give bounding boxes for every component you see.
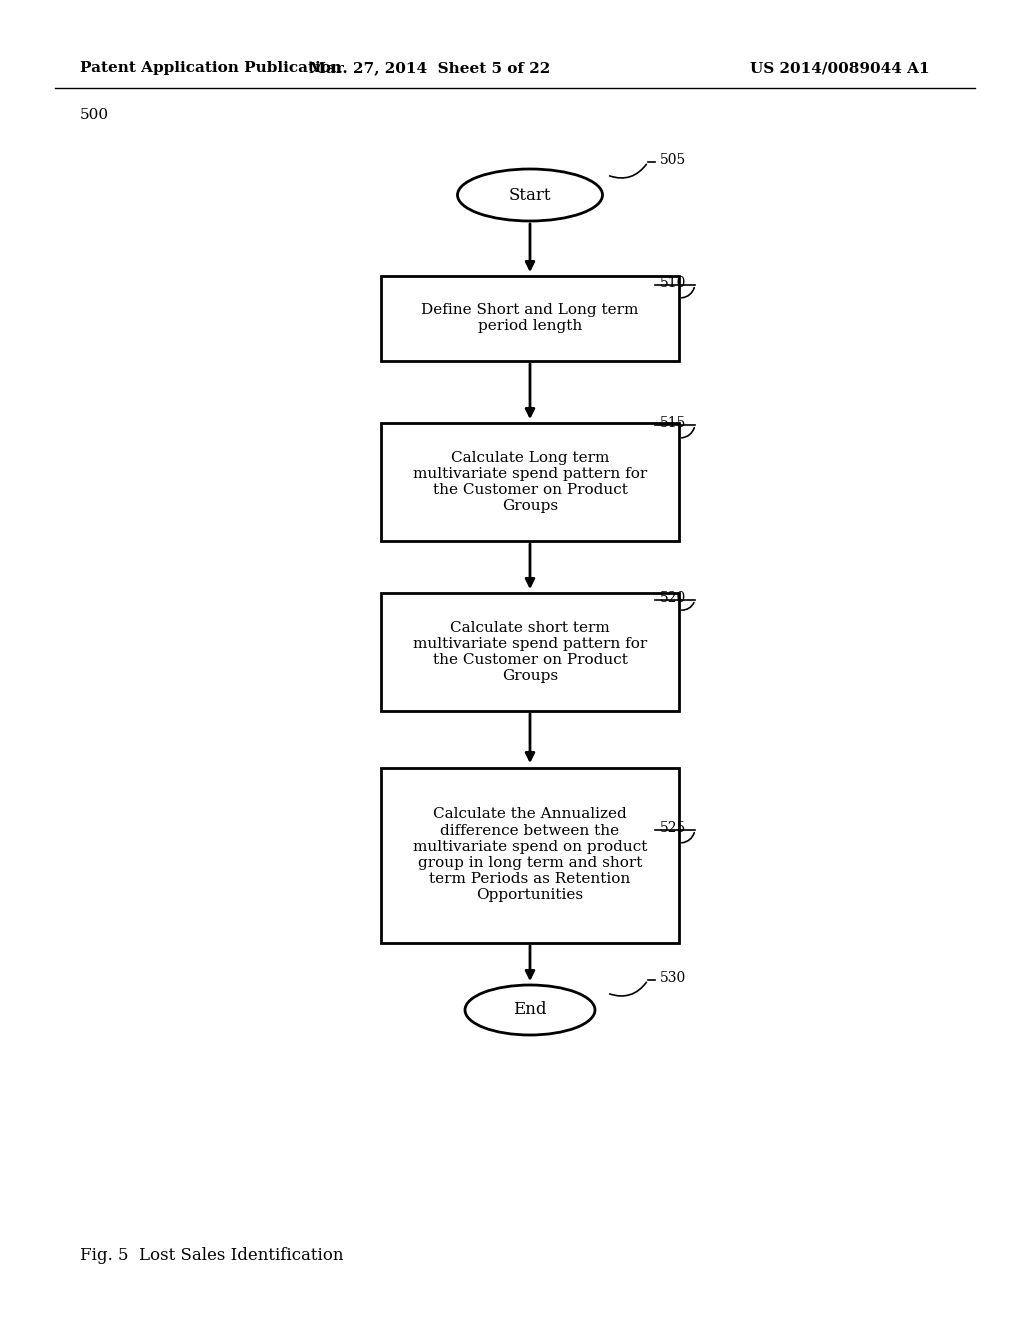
- Text: 515: 515: [660, 416, 686, 430]
- Text: 500: 500: [80, 108, 110, 121]
- FancyBboxPatch shape: [381, 276, 679, 360]
- FancyBboxPatch shape: [381, 593, 679, 711]
- Text: 530: 530: [660, 972, 686, 985]
- FancyBboxPatch shape: [381, 767, 679, 942]
- Text: Calculate the Annualized
difference between the
multivariate spend on product
gr: Calculate the Annualized difference betw…: [413, 808, 647, 903]
- Text: Start: Start: [509, 186, 551, 203]
- Text: Calculate Long term
multivariate spend pattern for
the Customer on Product
Group: Calculate Long term multivariate spend p…: [413, 450, 647, 513]
- Text: Define Short and Long term
period length: Define Short and Long term period length: [421, 302, 639, 333]
- Text: 525: 525: [660, 821, 686, 836]
- Text: 505: 505: [660, 153, 686, 168]
- Text: Calculate short term
multivariate spend pattern for
the Customer on Product
Grou: Calculate short term multivariate spend …: [413, 620, 647, 684]
- Ellipse shape: [465, 985, 595, 1035]
- Ellipse shape: [458, 169, 602, 220]
- Text: 510: 510: [660, 276, 686, 290]
- Text: Fig. 5  Lost Sales Identification: Fig. 5 Lost Sales Identification: [80, 1246, 343, 1263]
- Text: Mar. 27, 2014  Sheet 5 of 22: Mar. 27, 2014 Sheet 5 of 22: [309, 61, 551, 75]
- Text: Patent Application Publication: Patent Application Publication: [80, 61, 342, 75]
- Text: US 2014/0089044 A1: US 2014/0089044 A1: [751, 61, 930, 75]
- FancyBboxPatch shape: [381, 422, 679, 541]
- Text: End: End: [513, 1002, 547, 1019]
- Text: 520: 520: [660, 591, 686, 605]
